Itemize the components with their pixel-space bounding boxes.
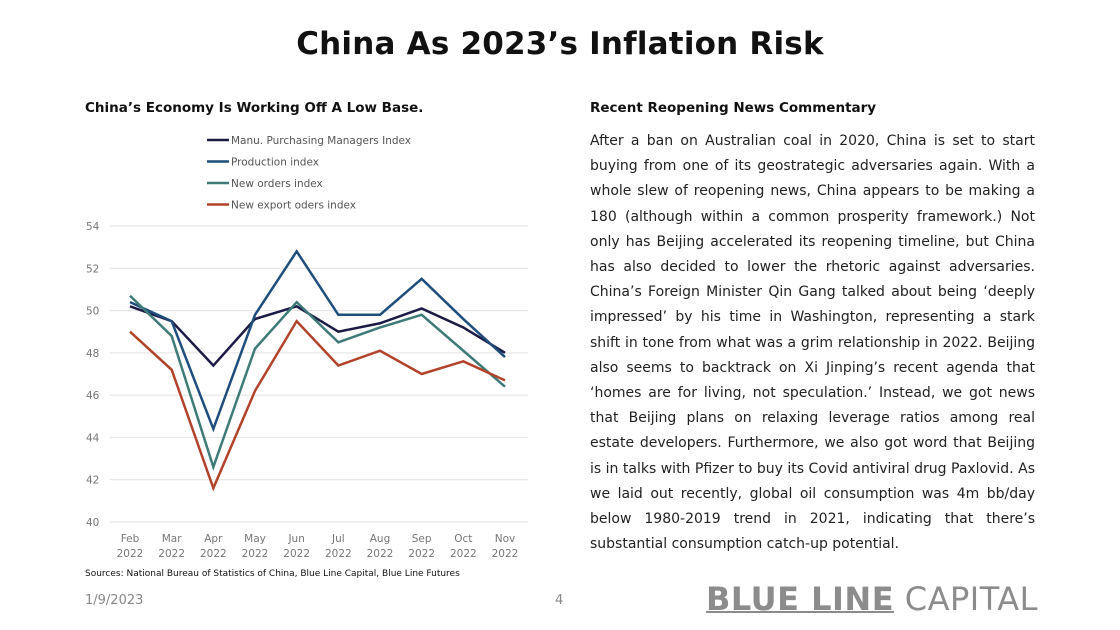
x-tick-label: Jul: [331, 533, 345, 545]
x-tick-label: 2022: [325, 548, 352, 560]
y-tick-label: 54: [86, 221, 100, 233]
x-tick-label: Nov: [495, 533, 516, 545]
x-tick-label: Oct: [454, 533, 472, 545]
legend-label: Production index: [231, 157, 319, 169]
x-tick-label: Sep: [412, 533, 432, 545]
x-tick-label: 2022: [242, 548, 269, 560]
news-body: After a ban on Australian coal in 2020, …: [590, 133, 1035, 553]
y-tick-label: 50: [86, 306, 99, 318]
page-number: 4: [555, 593, 564, 608]
x-tick-label: Mar: [162, 533, 182, 545]
x-tick-label: Aug: [370, 533, 391, 545]
y-tick-label: 44: [86, 432, 100, 444]
chart-title: China’s Economy Is Working Off A Low Bas…: [85, 100, 424, 116]
x-tick-label: 2022: [117, 548, 144, 560]
series-line: [129, 319, 506, 492]
news-title: Recent Reopening News Commentary: [590, 100, 877, 116]
x-tick-label: May: [244, 533, 266, 545]
series-line: [129, 294, 506, 471]
legend-label: New export oders index: [231, 200, 356, 212]
x-tick-label: Feb: [121, 533, 140, 545]
chart-sources: Sources: National Bureau of Statistics o…: [85, 569, 460, 579]
y-tick-label: 46: [86, 390, 100, 402]
x-tick-label: 2022: [450, 548, 477, 560]
x-tick-label: 2022: [158, 548, 185, 560]
company-logo: BLUE LINE CAPITAL: [706, 580, 1038, 618]
y-tick-label: 52: [86, 263, 99, 275]
x-tick-label: Apr: [204, 533, 223, 545]
legend-label: New orders index: [231, 178, 323, 190]
series-line: [129, 249, 506, 433]
slide-title: China As 2023’s Inflation Risk: [296, 26, 824, 62]
series-line: [129, 304, 506, 368]
y-tick-label: 48: [86, 348, 99, 360]
x-tick-label: 2022: [200, 548, 227, 560]
y-tick-label: 42: [86, 475, 99, 487]
slide-date: 1/9/2023: [85, 593, 144, 608]
line-chart: 40 42 44 46 48 50 52 54 Feb 2022 Mar 2022 Apr 2022 May…: [86, 135, 528, 560]
legend-label: Manu. Purchasing Managers Index: [231, 135, 411, 147]
x-tick-label: Jun: [287, 533, 304, 545]
y-tick-label: 40: [86, 517, 99, 529]
x-tick-label: 2022: [367, 548, 394, 560]
x-tick-label: 2022: [492, 548, 519, 560]
x-tick-label: 2022: [283, 548, 310, 560]
x-tick-label: 2022: [408, 548, 435, 560]
